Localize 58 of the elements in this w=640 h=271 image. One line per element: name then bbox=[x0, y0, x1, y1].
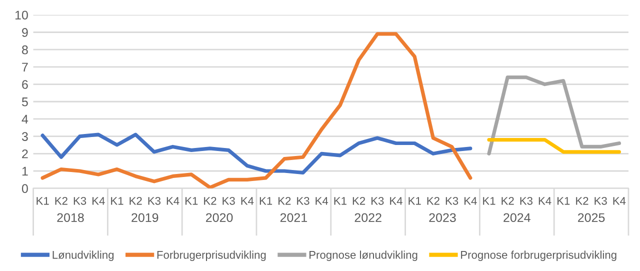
x-tick-label: K3 bbox=[594, 196, 607, 205]
line-series bbox=[487, 76, 621, 156]
legend-label: Prognose lønudvikling bbox=[310, 250, 418, 261]
text: 2024 bbox=[504, 213, 530, 222]
x-tick-label: K1 bbox=[111, 197, 124, 205]
x-tick-label: K4 bbox=[241, 197, 254, 205]
text: 2019 bbox=[132, 213, 158, 222]
line-series bbox=[40, 132, 472, 175]
x-tick-label: K2 bbox=[278, 196, 291, 205]
x-tick-label: K4 bbox=[390, 197, 402, 205]
x-tick-label: K4 bbox=[92, 197, 105, 205]
y-tick-label: 8 bbox=[22, 45, 28, 54]
legend-label: Forbrugerprisudvikling bbox=[157, 250, 266, 261]
x-tick-label: K3 bbox=[148, 196, 160, 205]
x-tick-label: K4 bbox=[538, 197, 552, 205]
x-tick-label: K2 bbox=[130, 196, 142, 205]
x-tick-label: K4 bbox=[613, 197, 626, 205]
y-tick-label: 7 bbox=[22, 62, 28, 72]
y-tick-label: 3 bbox=[22, 132, 28, 141]
x-tick-label: K4 bbox=[316, 197, 328, 205]
x-tick-label: K2 bbox=[352, 196, 366, 205]
x-tick-label: K1 bbox=[36, 197, 49, 205]
text: 2021 bbox=[280, 213, 307, 222]
legend-label: Prognose forbrugerprisudvikling bbox=[461, 250, 616, 261]
x-tick-label: K1 bbox=[260, 197, 272, 205]
text: 2018 bbox=[57, 213, 84, 222]
y-tick-label: 9 bbox=[22, 28, 28, 37]
y-tick-label: 1 bbox=[22, 166, 28, 176]
y-tick-label: 4 bbox=[22, 114, 28, 124]
x-tick-label: K1 bbox=[185, 197, 198, 205]
text: 2020 bbox=[206, 213, 233, 222]
y-tick-label: 5 bbox=[22, 98, 28, 106]
x-tick-label: K2 bbox=[502, 196, 514, 205]
x-tick-label: K2 bbox=[427, 196, 440, 205]
y-tick-label: 6 bbox=[22, 80, 28, 89]
text: 2022 bbox=[354, 213, 382, 222]
x-tick-label: K1 bbox=[408, 197, 421, 205]
x-tick-label: K3 bbox=[520, 196, 532, 205]
text: 2023 bbox=[429, 213, 456, 222]
x-tick-label: K3 bbox=[446, 196, 458, 205]
x-tick-label: K2 bbox=[55, 196, 68, 205]
line-series bbox=[40, 32, 472, 188]
x-tick-label: K3 bbox=[74, 196, 86, 205]
y-tick-label: 2 bbox=[22, 149, 28, 158]
x-tick-label: K3 bbox=[371, 196, 384, 205]
x-tick-label: K4 bbox=[166, 197, 180, 205]
y-tick-label: 0 bbox=[22, 184, 28, 193]
x-tick-label: K1 bbox=[483, 197, 496, 205]
x-tick-label: K3 bbox=[297, 196, 310, 205]
x-tick-label: K4 bbox=[464, 197, 477, 205]
text: 2025 bbox=[578, 213, 605, 222]
x-tick-label: K1 bbox=[557, 197, 570, 205]
x-tick-label: K1 bbox=[334, 197, 346, 205]
y-tick-label: 10 bbox=[15, 10, 28, 20]
legend-label: Lønudvikling bbox=[52, 250, 114, 261]
x-tick-label: K2 bbox=[204, 196, 216, 205]
x-tick-label: K2 bbox=[576, 196, 588, 205]
x-tick-label: K3 bbox=[222, 196, 235, 205]
